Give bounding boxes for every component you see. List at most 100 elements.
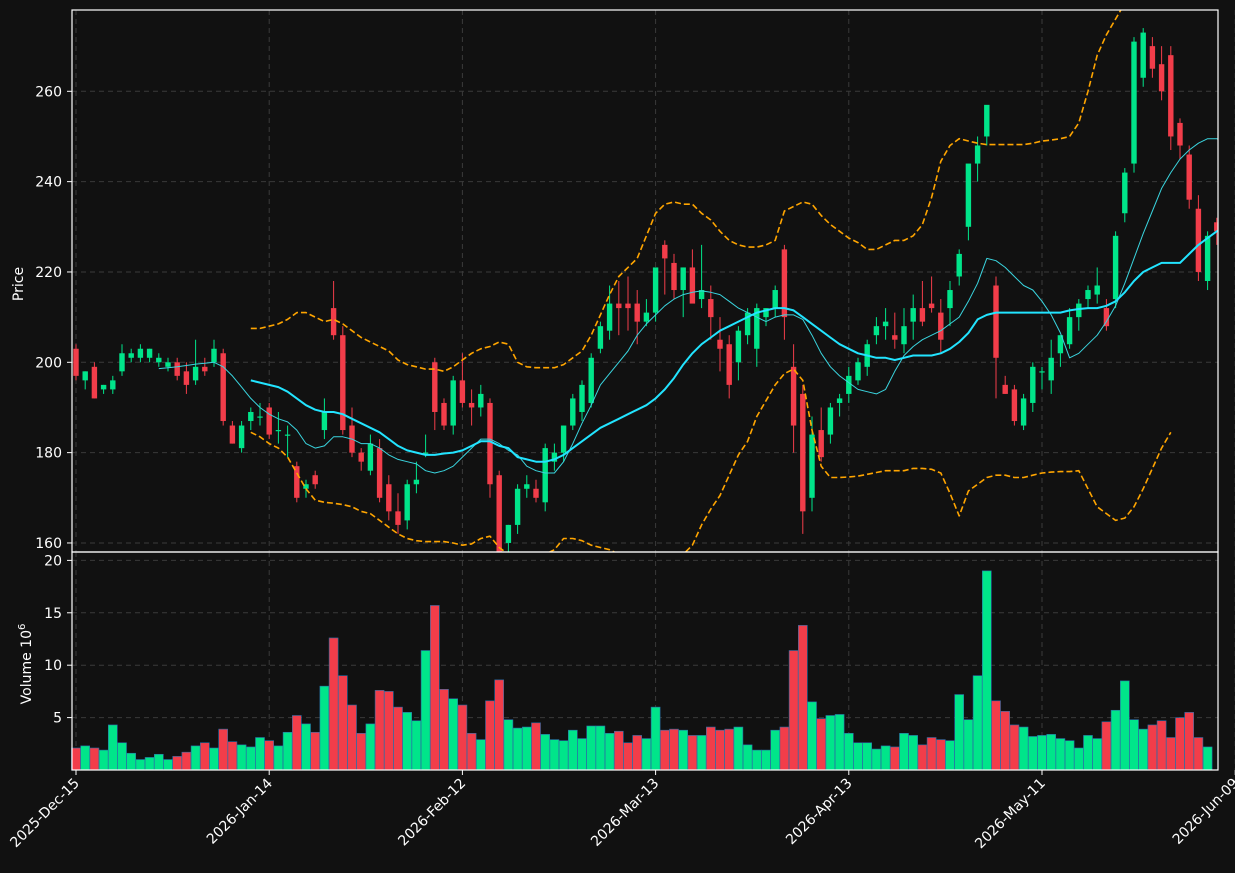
volume-bar [586, 725, 597, 771]
candle-body [340, 335, 346, 431]
candle-body [1085, 290, 1091, 300]
volume-bar [926, 737, 937, 771]
candle-body [588, 357, 594, 403]
volume-bar [439, 688, 449, 771]
candle-body [892, 335, 898, 340]
volume-bar [420, 650, 431, 771]
volume-bar [181, 751, 192, 771]
candle-body [248, 411, 254, 422]
candle-body [910, 308, 916, 322]
candle-body [238, 425, 245, 449]
candle-body [919, 308, 926, 322]
candle-body [146, 348, 153, 358]
volume-bar [613, 730, 624, 771]
candle-body [404, 484, 410, 521]
candle-body [662, 244, 668, 259]
volume-bar [89, 747, 100, 771]
candle-body [514, 488, 521, 525]
candle-body [873, 326, 880, 336]
volume-tick-label: 5 [53, 711, 62, 727]
candle-body [956, 253, 962, 277]
volume-bar [282, 731, 293, 771]
candle-body [192, 366, 199, 381]
volume-bar [485, 700, 495, 771]
volume-panel-grid [72, 552, 1235, 770]
candle-body [395, 511, 401, 525]
volume-bars [71, 570, 1213, 771]
candle-body [82, 371, 88, 381]
volume-bar [1046, 734, 1056, 771]
candle-body [560, 425, 567, 453]
volume-bar [1193, 737, 1204, 771]
volume-bar [227, 741, 238, 771]
volume-bar [255, 737, 265, 771]
price-tick-label: 220 [35, 265, 62, 281]
volume-bar [374, 690, 385, 771]
volume-bar [1129, 719, 1139, 771]
volume-bar [457, 704, 468, 771]
candle-body [386, 484, 392, 512]
price-tick-label: 200 [35, 355, 62, 371]
candle-body [616, 303, 622, 309]
candle-body [459, 380, 466, 403]
volume-bar [659, 729, 670, 771]
candle-body [882, 321, 889, 327]
volume-bar [356, 733, 367, 771]
volume-bar [1147, 724, 1158, 771]
volume-bar [1166, 737, 1176, 771]
volume-bar [209, 747, 219, 771]
volume-bar [347, 704, 357, 771]
candle-body [165, 362, 171, 367]
candle-body [1204, 235, 1211, 281]
candle-body [220, 353, 226, 422]
volume-bar [853, 742, 863, 771]
volume-bar [696, 735, 707, 771]
volume-bar [816, 718, 827, 771]
candle-body [91, 366, 98, 399]
volume-bar [558, 740, 569, 771]
volume-bar [466, 733, 477, 771]
candle-body [358, 452, 364, 462]
candle-body [809, 434, 815, 498]
volume-bar [1110, 709, 1121, 771]
volume-axis-label: Volume 106 [17, 624, 35, 705]
volume-bar [1120, 680, 1130, 771]
candle-body [367, 443, 374, 471]
volume-bar [264, 740, 275, 771]
volume-bar [402, 712, 413, 771]
volume-bar [383, 691, 394, 771]
candle-body [689, 267, 696, 304]
volume-bar [521, 726, 532, 771]
candle-body [846, 375, 852, 394]
volume-bar [1138, 728, 1148, 771]
volume-bar [604, 733, 615, 771]
volume-bar [1101, 721, 1112, 771]
volume-bar [991, 700, 1001, 771]
volume-bar [190, 745, 201, 771]
volume-bar [623, 742, 633, 771]
volume-bar [1175, 717, 1185, 771]
candle-body [110, 380, 116, 390]
candle-body [266, 407, 272, 435]
volume-bar [117, 742, 127, 771]
candle-body [321, 411, 328, 431]
price-tick-label: 180 [35, 446, 62, 462]
volume-bar [880, 745, 891, 771]
volume-bar [218, 728, 228, 771]
candle-body [827, 407, 834, 435]
candle-body [1011, 389, 1018, 422]
volume-tick-label: 10 [44, 658, 62, 674]
candle-body [303, 484, 309, 489]
volume-bar [871, 748, 882, 771]
candle-body [643, 312, 650, 322]
candle-body [284, 434, 291, 436]
volume-bar [650, 706, 661, 771]
candle-body [468, 402, 475, 408]
volume-bar [567, 729, 578, 771]
volume-bar [908, 735, 919, 771]
volume-bar [475, 739, 486, 771]
candle-body [984, 104, 990, 137]
volume-bar [273, 745, 284, 771]
candle-body [597, 326, 604, 349]
